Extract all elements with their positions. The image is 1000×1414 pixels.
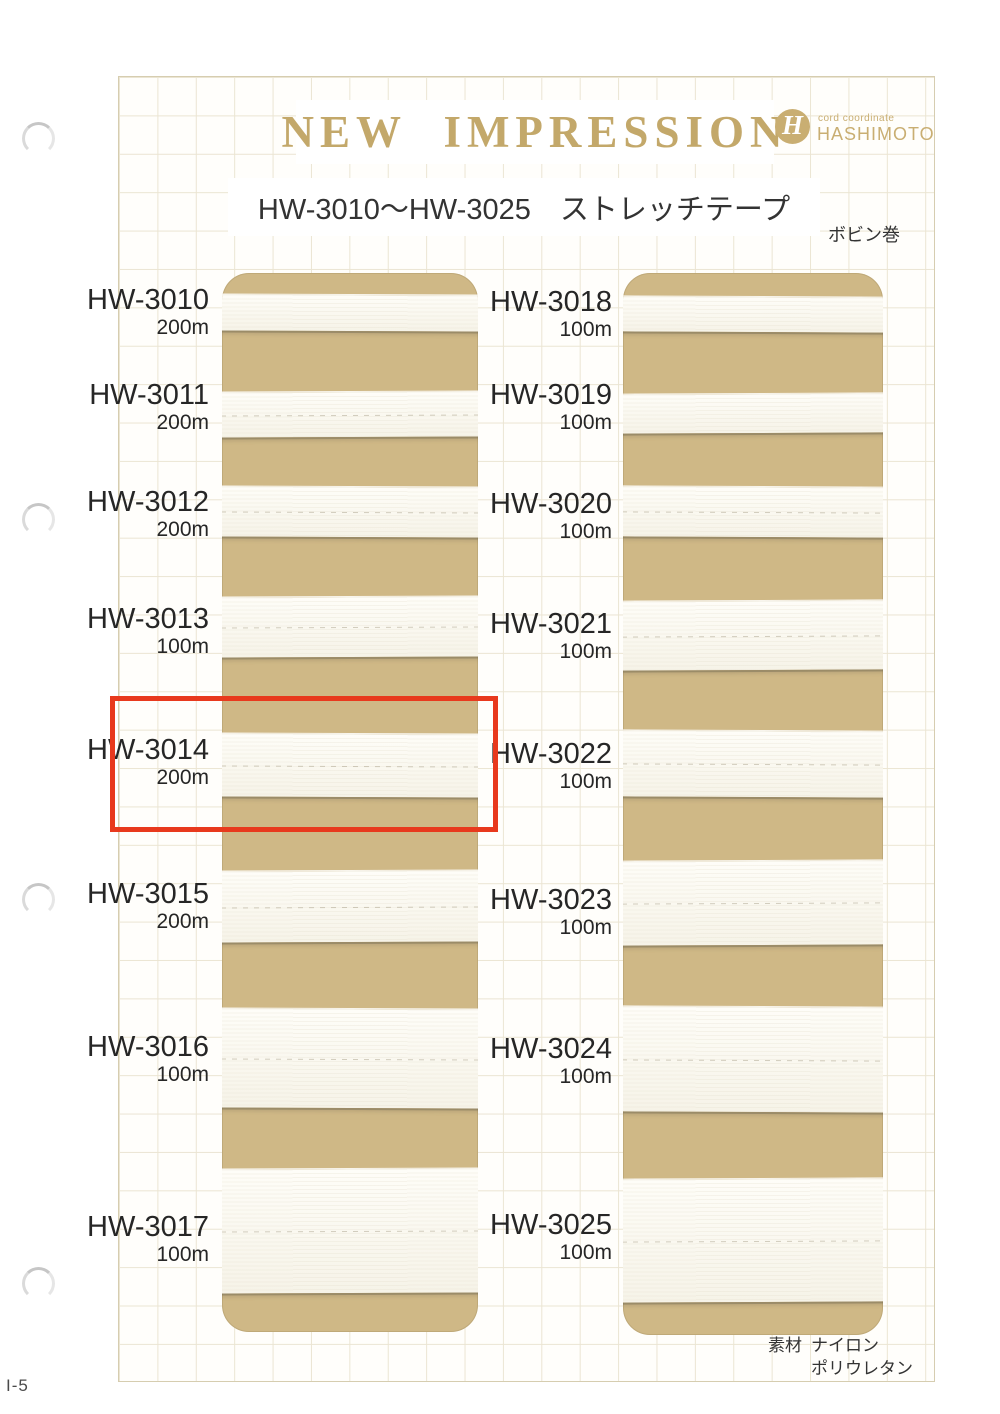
- sample-code: HW-3018: [490, 286, 612, 318]
- sample-code: HW-3016: [87, 1031, 209, 1063]
- tape-swatch-HW-3016: [222, 1008, 478, 1109]
- sample-label-HW-3017: HW-3017 100m: [87, 1212, 209, 1267]
- sample-label-HW-3023: HW-3023 100m: [490, 885, 612, 940]
- sample-length: 100m: [559, 916, 612, 939]
- sample-label-HW-3010: HW-3010 200m: [87, 285, 209, 340]
- sample-length: 100m: [559, 520, 612, 543]
- sample-length: 100m: [559, 1241, 612, 1264]
- sample-code: HW-3023: [490, 884, 612, 916]
- tape-swatch-HW-3024: [623, 1006, 883, 1113]
- sample-code: HW-3013: [87, 603, 209, 635]
- binder-hole: [22, 122, 55, 155]
- sample-label-HW-3019: HW-3019 100m: [490, 380, 612, 435]
- tape-swatch-HW-3023: [623, 860, 883, 946]
- sample-length: 200m: [156, 910, 209, 933]
- tape-swatch-HW-3012: [222, 486, 478, 538]
- sample-length: 100m: [559, 770, 612, 793]
- sample-label-HW-3025: HW-3025 100m: [490, 1210, 612, 1265]
- tape-swatch-HW-3013: [222, 596, 478, 658]
- material-label: 素材: [768, 1336, 802, 1355]
- material-row: 素材 ナイロン: [768, 1334, 913, 1357]
- sample-code: HW-3022: [490, 738, 612, 770]
- tape-swatch-HW-3010: [222, 294, 478, 332]
- sample-length: 100m: [156, 1243, 209, 1266]
- sample-label-HW-3016: HW-3016 100m: [87, 1032, 209, 1087]
- sample-label-HW-3011: HW-3011 200m: [89, 380, 209, 435]
- sample-label-HW-3021: HW-3021 100m: [490, 609, 612, 664]
- sample-length: 100m: [156, 1063, 209, 1086]
- sample-code: HW-3015: [87, 878, 209, 910]
- sample-code: HW-3020: [490, 488, 612, 520]
- tape-swatch-HW-3015: [222, 870, 478, 943]
- tape-swatch-HW-3019: [623, 393, 883, 434]
- sample-label-HW-3020: HW-3020 100m: [490, 489, 612, 544]
- product-range-subtitle: HW-3010〜HW-3025 ストレッチテープ: [257, 194, 791, 226]
- tape-swatch-HW-3017: [222, 1168, 478, 1294]
- sample-length: 200m: [156, 411, 209, 434]
- sample-code: HW-3012: [87, 486, 209, 518]
- tape-swatch-HW-3020: [623, 486, 883, 538]
- sample-code: HW-3011: [89, 379, 209, 411]
- binder-hole: [22, 503, 55, 536]
- sample-length: 100m: [559, 1065, 612, 1088]
- sample-label-HW-3013: HW-3013 100m: [87, 604, 209, 659]
- page-title: NEW IMPRESSION: [281, 107, 789, 157]
- tape-swatch-HW-3025: [623, 1178, 883, 1303]
- binder-hole: [22, 1267, 55, 1300]
- tape-swatch-HW-3022: [623, 730, 883, 798]
- sample-card-left: [222, 273, 478, 1332]
- material-nylon: ナイロン: [811, 1336, 879, 1355]
- logo-brand-name: HASHIMOTO: [817, 124, 935, 144]
- sample-code: HW-3010: [87, 284, 209, 316]
- page-index-label: I-5: [6, 1376, 29, 1395]
- sample-label-HW-3018: HW-3018 100m: [490, 287, 612, 342]
- sample-code: HW-3024: [490, 1033, 612, 1065]
- sample-label-HW-3015: HW-3015 200m: [87, 879, 209, 934]
- sample-code: HW-3014: [87, 734, 209, 766]
- material-polyurethane: ポリウレタン: [811, 1359, 913, 1378]
- sample-card-right: [623, 273, 883, 1335]
- sample-code: HW-3017: [87, 1211, 209, 1243]
- sample-code: HW-3019: [490, 379, 612, 411]
- logo-monogram: H: [781, 110, 803, 140]
- sample-length: 100m: [156, 635, 209, 658]
- sample-length: 200m: [156, 518, 209, 541]
- brand-logo: H cord coordinate HASHIMOTO: [775, 107, 935, 149]
- winding-note: ボビン巻: [828, 225, 900, 245]
- sample-length: 200m: [156, 766, 209, 789]
- subtitle-band: HW-3010〜HW-3025 ストレッチテープ: [228, 178, 820, 236]
- logo-tagline: cord coordinate: [818, 113, 895, 124]
- binder-hole: [22, 883, 55, 916]
- tape-swatch-HW-3011: [222, 391, 478, 438]
- sample-label-HW-3024: HW-3024 100m: [490, 1034, 612, 1089]
- title-band: NEW IMPRESSION: [282, 100, 783, 164]
- highlight-box-hw-3014: [110, 696, 498, 832]
- sample-length: 100m: [559, 640, 612, 663]
- sample-label-HW-3022: HW-3022 100m: [490, 739, 612, 794]
- tape-swatch-HW-3018: [623, 296, 883, 333]
- sample-length: 100m: [559, 411, 612, 434]
- sample-code: HW-3025: [490, 1209, 612, 1241]
- sample-code: HW-3021: [490, 608, 612, 640]
- sample-label-HW-3014: HW-3014 200m: [87, 735, 209, 790]
- sample-length: 200m: [156, 316, 209, 339]
- tape-swatch-HW-3021: [623, 600, 883, 671]
- sample-label-HW-3012: HW-3012 200m: [87, 487, 209, 542]
- material-info: 素材 ナイロン ポリウレタン: [768, 1334, 913, 1380]
- logo-circle-icon: H: [775, 109, 810, 144]
- sample-length: 100m: [559, 318, 612, 341]
